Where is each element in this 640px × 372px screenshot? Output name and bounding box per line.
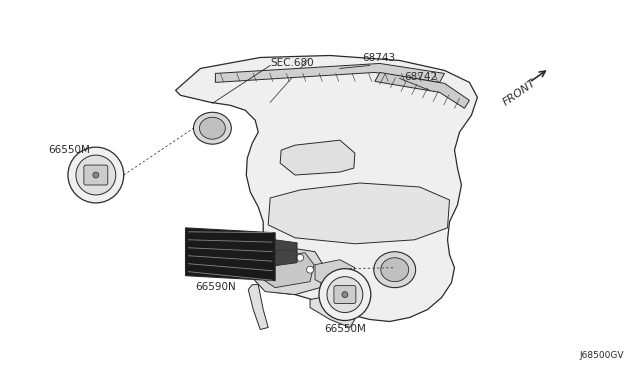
Polygon shape [280, 140, 355, 175]
Polygon shape [268, 183, 449, 244]
Circle shape [296, 254, 303, 261]
Circle shape [327, 277, 363, 312]
Circle shape [68, 147, 124, 203]
Polygon shape [175, 55, 477, 321]
Polygon shape [375, 73, 469, 108]
Text: 66590N: 66590N [195, 282, 236, 292]
Polygon shape [310, 298, 355, 327]
FancyBboxPatch shape [334, 286, 356, 304]
Text: 66550M: 66550M [324, 324, 366, 334]
Ellipse shape [374, 252, 415, 288]
Ellipse shape [193, 112, 231, 144]
Circle shape [76, 155, 116, 195]
Polygon shape [252, 248, 325, 295]
Text: 68742: 68742 [404, 73, 438, 83]
Text: 68743: 68743 [362, 52, 395, 62]
Polygon shape [275, 240, 297, 266]
FancyBboxPatch shape [84, 165, 108, 185]
Polygon shape [216, 64, 445, 82]
Ellipse shape [381, 258, 409, 282]
Text: SEC.680: SEC.680 [270, 58, 314, 68]
Ellipse shape [200, 117, 225, 139]
Circle shape [272, 256, 278, 263]
Text: FRONT: FRONT [501, 77, 538, 108]
Circle shape [307, 266, 314, 273]
Circle shape [342, 292, 348, 298]
Text: 66550M: 66550M [48, 145, 90, 155]
Polygon shape [315, 260, 355, 288]
Circle shape [319, 269, 371, 321]
Text: J68500GV: J68500GV [579, 352, 624, 360]
Circle shape [93, 172, 99, 178]
Polygon shape [186, 228, 275, 280]
Polygon shape [260, 253, 314, 288]
Polygon shape [248, 285, 268, 330]
